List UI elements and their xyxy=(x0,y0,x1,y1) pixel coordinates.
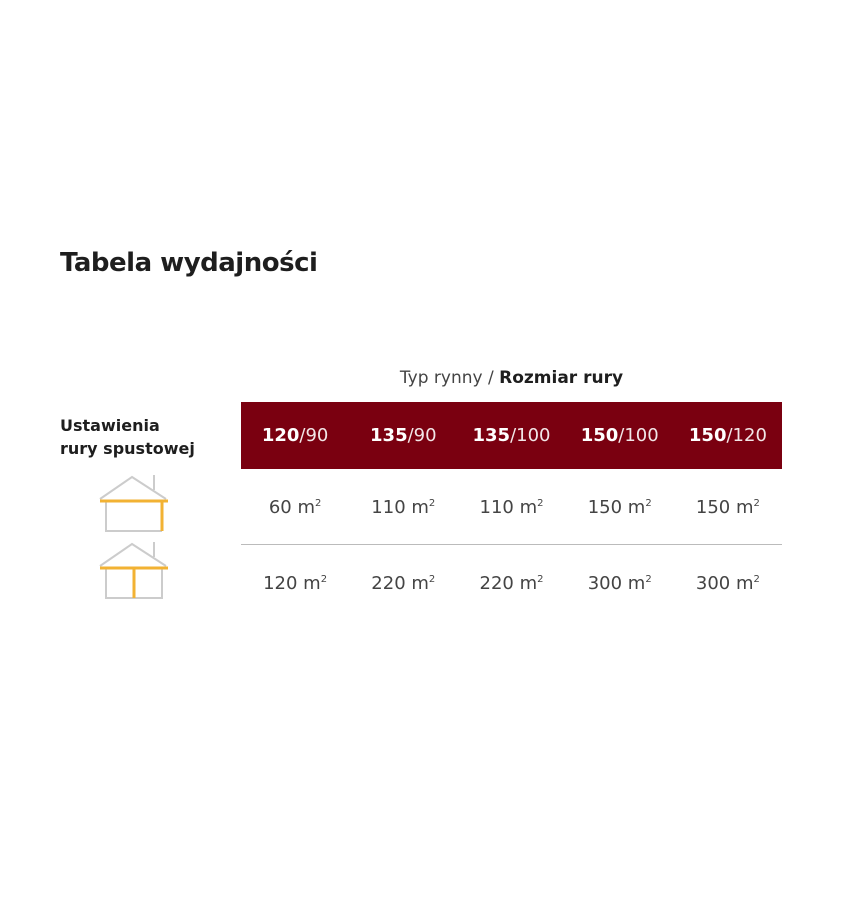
column-header: 135/90 xyxy=(370,425,437,446)
house-corner-downpipe-icon xyxy=(99,475,168,532)
table-row: 120 m2 220 m2 220 m2 300 m2 300 m2 xyxy=(241,553,782,613)
column-header: 120/90 xyxy=(261,425,329,446)
row-divider xyxy=(241,544,782,545)
table-cell: 60 m2 xyxy=(268,496,322,518)
table-cell: 120 m2 xyxy=(263,572,328,594)
table-cell: 300 m2 xyxy=(587,572,652,594)
column-header: 135/100 xyxy=(472,425,551,446)
column-header: 150/120 xyxy=(688,425,767,446)
house-center-downpipe-icon xyxy=(99,542,168,599)
page-title: Tabela wydajności xyxy=(60,248,318,278)
row-header-label: Ustawienia rury spustowej xyxy=(60,414,195,460)
table-cell: 220 m2 xyxy=(479,572,544,594)
table-row: 60 m2 110 m2 110 m2 150 m2 150 m2 xyxy=(241,477,782,537)
table-cell: 150 m2 xyxy=(587,496,652,518)
caption-pipe-size: Rozmiar rury xyxy=(499,368,624,388)
table-cell: 110 m2 xyxy=(371,496,436,518)
row-label-line: rury spustowej xyxy=(60,439,195,458)
table-cell: 220 m2 xyxy=(371,572,436,594)
row-label-line: Ustawienia xyxy=(60,416,160,435)
table-header: 120/90 135/90 135/100 150/100 150/120 xyxy=(241,402,782,469)
table-cell: 150 m2 xyxy=(695,496,760,518)
table-caption: Typ rynny / Rozmiar rury xyxy=(241,368,782,388)
table-cell: 300 m2 xyxy=(695,572,760,594)
table-cell: 110 m2 xyxy=(479,496,544,518)
caption-gutter-type: Typ rynny / xyxy=(399,368,494,388)
column-header: 150/100 xyxy=(580,425,659,446)
